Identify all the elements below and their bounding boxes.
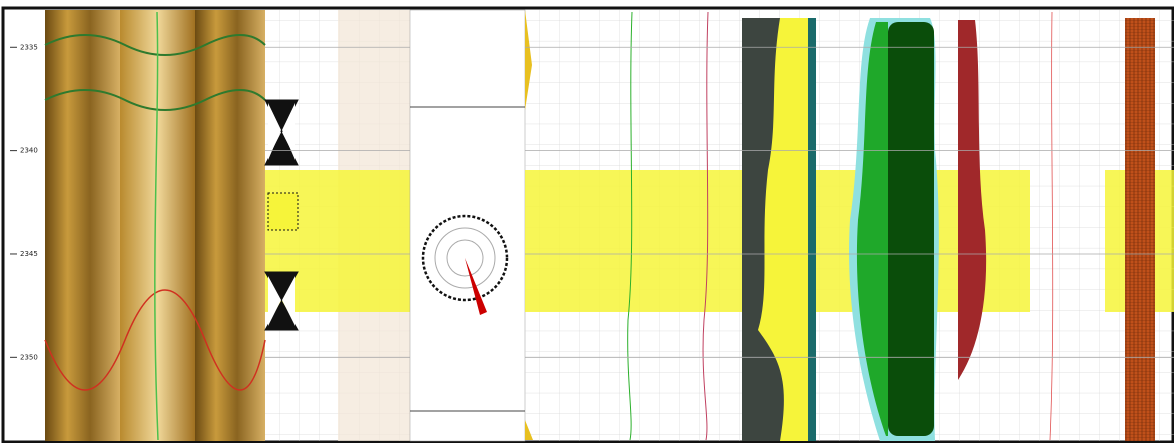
image-track: [45, 10, 120, 441]
rose-petal: [465, 258, 487, 315]
curve: [154, 11, 159, 441]
curve-fill: [525, 10, 533, 440]
image-track: [195, 10, 265, 441]
symbol: [268, 103, 295, 160]
symbol: [267, 192, 299, 231]
curve-fill: [958, 20, 987, 380]
depth-label: 2335: [20, 43, 38, 51]
symbol: [268, 276, 295, 326]
curve-fill: [808, 18, 816, 441]
curve-fill: [856, 22, 888, 436]
curve: [627, 11, 633, 441]
grid: [265, 46, 1174, 358]
depth-label: 2345: [20, 250, 38, 258]
curve: [1049, 11, 1054, 441]
rose-ring: [446, 239, 484, 277]
sinusoid: [44, 34, 266, 111]
sinusoid: [44, 289, 266, 391]
depth-track: 2335 2340 2345 2350: [10, 43, 38, 361]
curve: [702, 11, 709, 441]
depth-label: 2350: [20, 353, 38, 361]
divider: [410, 106, 525, 412]
depth-label: 2340: [20, 147, 38, 155]
curve-fill: [888, 22, 934, 436]
rose-ring: [434, 227, 496, 289]
image-track: [1125, 18, 1155, 441]
curve-fill: [758, 18, 810, 441]
